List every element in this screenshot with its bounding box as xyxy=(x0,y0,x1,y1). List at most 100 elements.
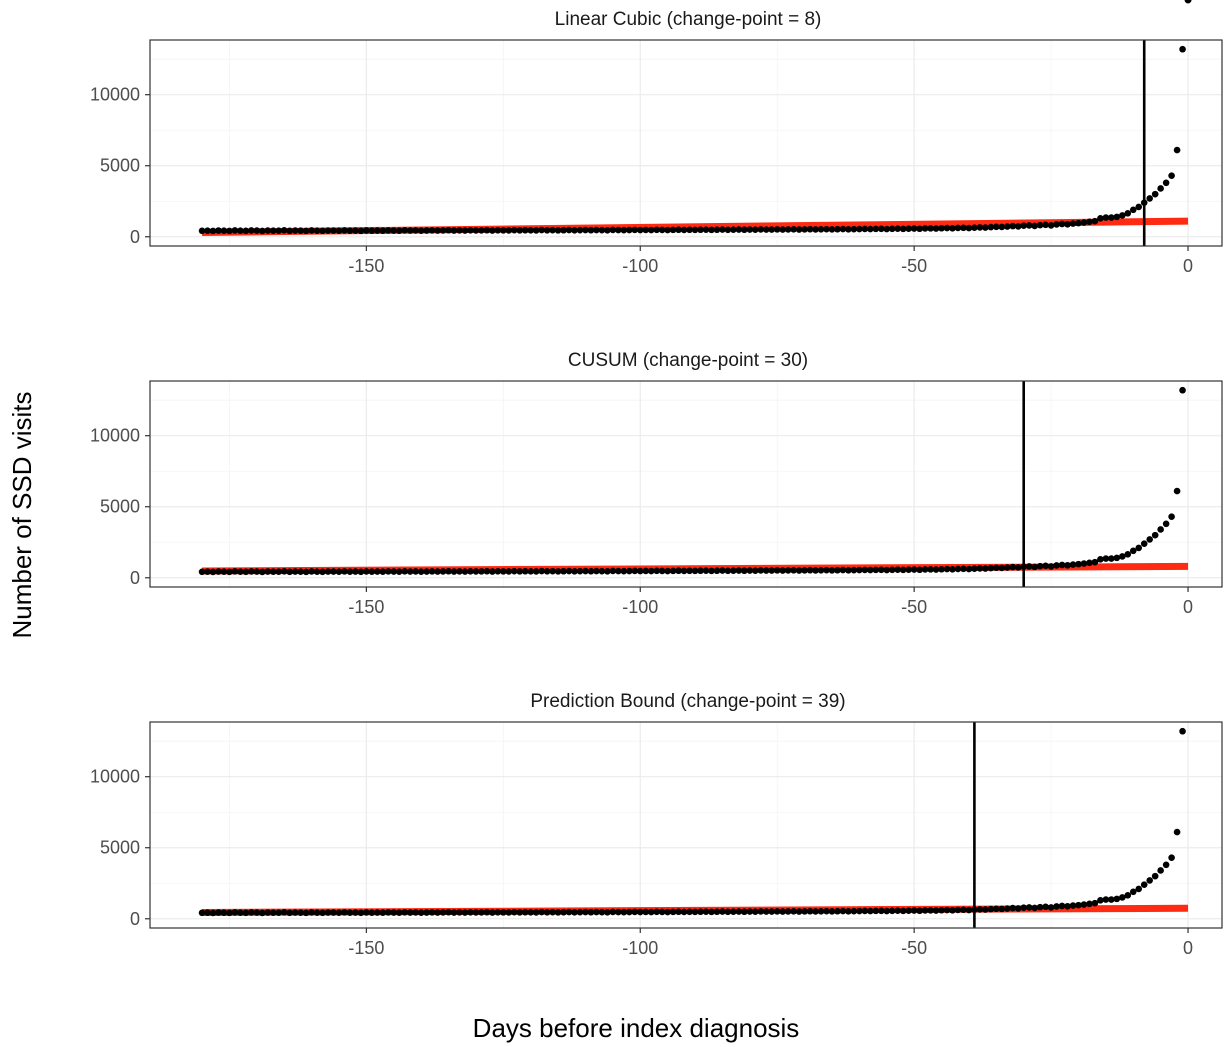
data-point xyxy=(489,568,496,575)
data-point xyxy=(521,567,529,575)
x-tick-label: -150 xyxy=(348,597,384,617)
data-point xyxy=(571,568,578,575)
data-point xyxy=(428,568,436,575)
data-point xyxy=(1135,544,1143,552)
data-point xyxy=(1157,526,1164,533)
panel-2: CUSUM (change-point = 30) 0 5000 10000 -150 -… xyxy=(90,0,1223,617)
data-point xyxy=(806,907,814,915)
data-point xyxy=(253,568,261,575)
data-point xyxy=(702,908,710,915)
data-point xyxy=(434,909,441,916)
data-point xyxy=(1080,901,1088,908)
data-point xyxy=(894,907,902,914)
data-point xyxy=(242,568,250,576)
data-point xyxy=(921,566,929,573)
data-point xyxy=(1124,551,1132,558)
data-point xyxy=(554,909,562,916)
data-point xyxy=(527,227,535,234)
data-point xyxy=(450,568,458,575)
data-point xyxy=(719,908,726,915)
data-point xyxy=(384,568,392,575)
data-point xyxy=(680,908,688,916)
data-point xyxy=(910,566,918,573)
data-point xyxy=(598,908,606,916)
data-point xyxy=(916,566,923,574)
data-point xyxy=(248,909,255,916)
data-point xyxy=(1042,562,1049,570)
data-point xyxy=(275,909,283,917)
data-point xyxy=(790,567,797,574)
data-point xyxy=(565,567,573,575)
data-point xyxy=(1135,885,1143,893)
data-point xyxy=(828,567,836,574)
data-point xyxy=(949,907,956,914)
data-point xyxy=(220,568,228,576)
data-point xyxy=(669,567,677,575)
y-tick-label: 0 xyxy=(130,568,140,588)
data-point xyxy=(269,909,277,916)
data-point xyxy=(708,908,715,916)
data-point xyxy=(839,566,847,574)
data-point xyxy=(456,568,463,575)
data-point xyxy=(943,906,951,914)
data-point xyxy=(198,227,206,235)
data-point xyxy=(198,909,206,917)
data-point xyxy=(280,568,288,575)
data-point xyxy=(1173,487,1181,495)
data-point xyxy=(280,227,288,234)
data-point xyxy=(839,225,847,233)
data-point xyxy=(762,226,770,233)
data-point xyxy=(395,909,403,916)
data-point xyxy=(795,226,803,233)
data-point xyxy=(538,226,545,234)
data-point xyxy=(324,227,332,234)
data-point xyxy=(1119,212,1126,219)
data-point xyxy=(352,568,359,575)
data-point xyxy=(598,226,606,234)
data-point xyxy=(1064,220,1071,228)
data-point xyxy=(823,225,830,233)
data-point xyxy=(927,907,934,914)
data-point xyxy=(1135,203,1143,211)
data-point xyxy=(357,909,365,917)
data-point xyxy=(965,565,973,573)
data-point xyxy=(1025,563,1033,570)
data-point xyxy=(1036,903,1044,911)
data-point xyxy=(1091,558,1099,566)
data-point xyxy=(768,226,776,233)
data-point xyxy=(927,225,934,232)
panel-1: Linear Cubic (change-point = 8) 0 5000 1000… xyxy=(90,0,1223,276)
data-point xyxy=(308,909,315,916)
data-point xyxy=(867,225,874,233)
x-tick-label: 0 xyxy=(1183,938,1193,958)
data-point xyxy=(434,568,441,575)
data-point xyxy=(510,226,518,234)
data-point xyxy=(998,223,1006,231)
data-point xyxy=(982,565,989,572)
data-point xyxy=(615,567,622,575)
data-point xyxy=(691,908,699,916)
data-point xyxy=(406,568,414,575)
data-point xyxy=(560,908,567,916)
data-point xyxy=(401,227,409,234)
data-point xyxy=(828,908,836,915)
data-point xyxy=(231,909,239,916)
data-point xyxy=(823,566,830,574)
data-point xyxy=(888,225,896,233)
data-point xyxy=(472,568,480,575)
data-point xyxy=(226,909,233,917)
data-point xyxy=(417,568,425,575)
data-point xyxy=(872,566,880,574)
data-point xyxy=(489,227,496,234)
data-point xyxy=(335,568,343,576)
data-point xyxy=(757,226,765,233)
data-point xyxy=(1157,867,1164,874)
data-point xyxy=(242,909,250,917)
data-point xyxy=(982,224,989,231)
data-point xyxy=(231,227,239,234)
data-point xyxy=(587,226,595,234)
data-point xyxy=(286,909,293,917)
data-point xyxy=(976,906,984,913)
data-point xyxy=(1014,564,1022,571)
data-point xyxy=(823,907,830,915)
